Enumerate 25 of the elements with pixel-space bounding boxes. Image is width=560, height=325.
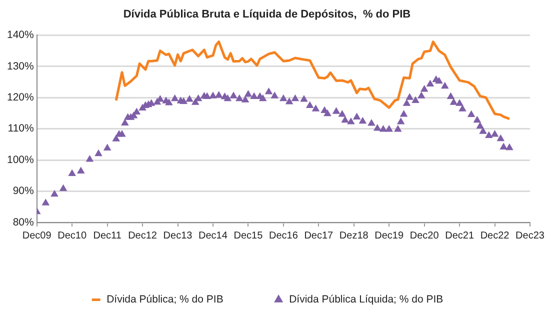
x-tick-label: Dec15 bbox=[234, 230, 264, 242]
y-tick-label: 80% bbox=[12, 216, 34, 228]
chart-title: Dívida Pública Bruta e Líquida de Depósitos, % do PIB bbox=[123, 8, 411, 21]
y-tick-label: 130% bbox=[6, 60, 34, 72]
x-tick-label: Dec13 bbox=[163, 230, 193, 242]
x-tick-label: Dec22 bbox=[480, 230, 510, 242]
x-tick-label: Dec21 bbox=[445, 230, 474, 242]
x-tick-label: Dec16 bbox=[268, 230, 298, 242]
x-tick-label: Dec14 bbox=[198, 230, 228, 242]
y-tick-label: 90% bbox=[12, 185, 34, 198]
legend-label: Dívida Pública Líquida; % do PIB bbox=[289, 294, 444, 306]
y-tick-label: 140% bbox=[6, 29, 34, 42]
x-tick-label: Dec23 bbox=[516, 230, 545, 242]
x-tick-label: Dec20 bbox=[410, 230, 440, 242]
y-tick-label: 110% bbox=[8, 122, 34, 135]
x-tick-label: Dez18 bbox=[339, 230, 369, 242]
x-tick-label: Dec19 bbox=[374, 230, 404, 242]
x-tick-label: Dec10 bbox=[58, 230, 87, 242]
y-tick-label: 120% bbox=[6, 92, 34, 104]
x-tick-label: Dec09 bbox=[22, 230, 52, 242]
x-tick-label: Dec12 bbox=[128, 230, 158, 242]
x-tick-label: Dec11 bbox=[93, 230, 122, 242]
legend-label: Dívida Pública; % do PIB bbox=[106, 294, 224, 306]
y-tick-label: 100% bbox=[6, 154, 34, 166]
x-tick-label: Dec17 bbox=[304, 230, 334, 242]
